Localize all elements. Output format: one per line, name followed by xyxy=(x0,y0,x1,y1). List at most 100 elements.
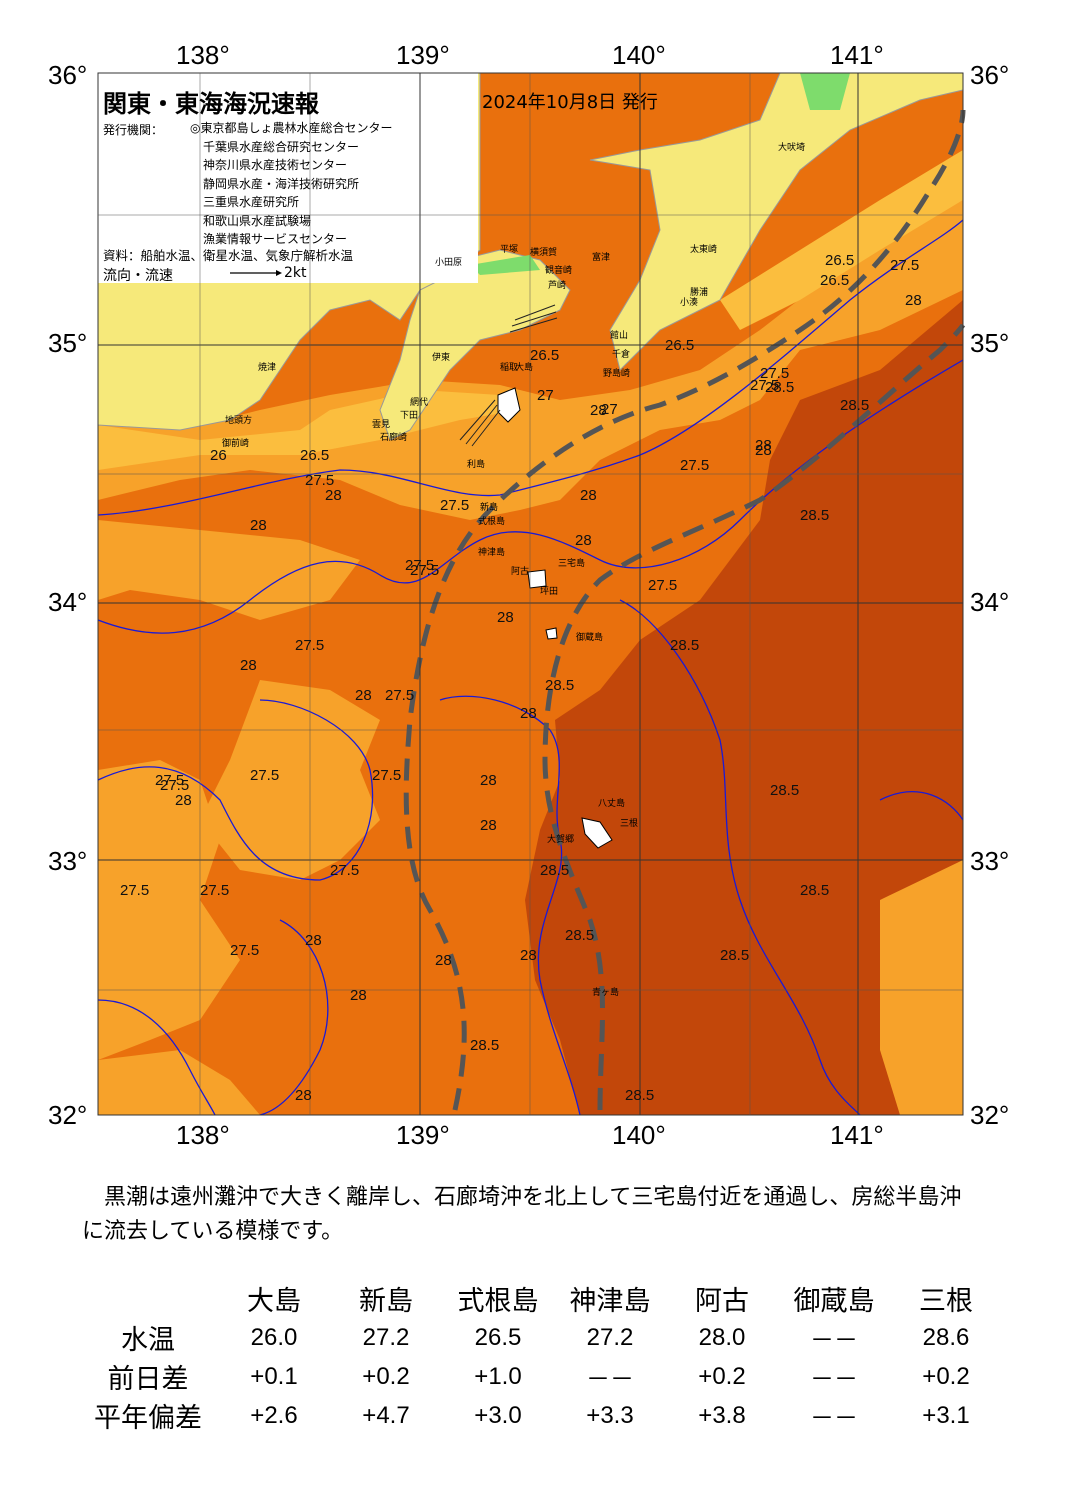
isotherm-label: 28.5 xyxy=(670,637,699,654)
table-cell: +1.0 xyxy=(474,1362,522,1390)
lat-label-right-35: 35° xyxy=(970,328,1010,358)
isotherm-label: 28 xyxy=(520,705,537,722)
place-label: 八丈島 xyxy=(598,797,625,809)
isotherm-label: 27.5 xyxy=(372,767,401,784)
sea-27_5-patch-5 xyxy=(880,860,963,1115)
place-label: 焼津 xyxy=(258,362,276,373)
land-oshima xyxy=(497,387,521,423)
table-row: 平年偏差 +2.6 +4.7 +3.0 +3.3 +3.8 －－ +3.1 xyxy=(78,1396,1002,1435)
place-label: 平塚 xyxy=(500,244,518,255)
table-cell: 26.5 xyxy=(474,1323,522,1351)
summary-text: 黒潮は遠州灘沖で大きく離岸し、石廊埼沖を北上して三宅島付近を通過し、房総半島沖に… xyxy=(82,1185,962,1244)
isotherm-label: 28 xyxy=(755,442,772,459)
land-green-chiba xyxy=(800,73,850,110)
table-cell: +0.2 xyxy=(698,1362,746,1390)
issuer-item: 神奈川県水産技術センター xyxy=(203,158,348,172)
table-cell: +0.2 xyxy=(362,1362,410,1390)
table-cell: +4.7 xyxy=(362,1401,410,1429)
flow-legend-label: 流向・流速 xyxy=(103,268,173,284)
sea-28_5-zone xyxy=(525,300,963,1115)
lon-label-top-138: 138° xyxy=(176,40,230,70)
isotherm-label: 28 xyxy=(295,1087,312,1104)
flow-legend-scale: 2kt xyxy=(284,265,307,281)
isotherm-label: 28 xyxy=(497,609,514,626)
isotherm-label: 27 xyxy=(537,387,554,404)
column-header: 大島 xyxy=(247,1285,301,1317)
place-label: 利島 xyxy=(467,458,485,470)
issuer-item: ◎東京都島しょ農林水産総合センター xyxy=(190,121,393,135)
table-cell: 26.0 xyxy=(250,1323,298,1351)
lon-label-bottom-141: 141° xyxy=(830,1120,884,1150)
isotherm-label: 27.5 xyxy=(760,365,789,382)
place-label: 伊東 xyxy=(432,351,450,363)
isotherm-label: 28.5 xyxy=(540,862,569,879)
lat-label-left-32: 32° xyxy=(48,1100,88,1130)
data-source: 資料：船舶水温、衛星水温、気象庁解析水温 xyxy=(103,248,354,263)
isotherm-label: 26.5 xyxy=(665,337,694,354)
table-cell: －－ xyxy=(810,1327,858,1354)
table-cell: －－ xyxy=(810,1405,858,1432)
issuer-item: 和歌山県水産試験場 xyxy=(203,213,312,228)
isotherm-label: 28 xyxy=(350,987,367,1004)
isotherm-label: 28 xyxy=(590,402,607,419)
sea-27_5-patch-4 xyxy=(98,1050,260,1115)
isotherm-label: 28.5 xyxy=(565,927,594,944)
lat-label-right-33: 33° xyxy=(970,846,1010,876)
isotherm-label: 27.5 xyxy=(305,472,334,489)
isotherm-label: 26.5 xyxy=(300,447,329,464)
isotherm-label: 27.5 xyxy=(890,257,919,274)
place-label: 勝浦 xyxy=(690,286,708,298)
column-header: 式根島 xyxy=(457,1285,539,1317)
place-label: 坪田 xyxy=(540,586,558,597)
lon-label-bottom-139: 139° xyxy=(396,1120,450,1150)
kuroshio-axis xyxy=(403,109,966,1111)
table-corner xyxy=(78,1278,218,1318)
isotherm-label: 28.5 xyxy=(625,1087,654,1104)
isotherm-label: 28 xyxy=(240,657,257,674)
place-label: 小田原 xyxy=(435,257,462,268)
table-cell: +2.6 xyxy=(250,1401,298,1429)
place-label: 三宅島 xyxy=(558,557,585,569)
isotherm-label: 28 xyxy=(580,487,597,504)
place-label: 千倉 xyxy=(612,348,630,360)
isotherm-label: 26.5 xyxy=(530,347,559,364)
isotherm-label: 27.5 xyxy=(155,772,184,789)
observation-table: 大島 新島 式根島 神津島 阿古 御蔵島 三根 水温 26.0 27.2 26.… xyxy=(78,1278,1002,1435)
lon-label-top-141: 141° xyxy=(830,40,884,70)
lat-label-left-36: 36° xyxy=(48,60,88,90)
place-label: 大島 xyxy=(515,361,533,373)
isotherm-label: 28.5 xyxy=(800,882,829,899)
table-cell: 27.2 xyxy=(586,1323,634,1351)
issuer-item: 千葉県水産総合研究センター xyxy=(203,139,360,154)
row-label: 平年偏差 xyxy=(94,1403,202,1434)
isotherm-label: 27.5 xyxy=(410,562,439,579)
place-label: 野島崎 xyxy=(603,367,630,379)
table-header-row: 大島 新島 式根島 神津島 阿古 御蔵島 三根 xyxy=(78,1278,1002,1318)
isotherm-label: 28 xyxy=(175,792,192,809)
sea-26-zone-east xyxy=(720,150,963,330)
row-label: 水温 xyxy=(121,1325,175,1356)
place-label: 三根 xyxy=(620,817,638,829)
lon-label-bottom-138: 138° xyxy=(176,1120,230,1150)
land-hachijo xyxy=(581,817,613,849)
isotherm-label: 28 xyxy=(305,932,322,949)
isotherm-label: 27.5 xyxy=(750,377,779,394)
isotherm-label: 27.5 xyxy=(648,577,677,594)
lon-label-top-139: 139° xyxy=(396,40,450,70)
issuer-list: ◎東京都島しょ農林水産総合センター 千葉県水産総合研究センター 神奈川県水産技術… xyxy=(190,119,392,249)
isotherm-label: 27 xyxy=(601,401,618,418)
column-header: 三根 xyxy=(919,1285,973,1317)
isotherm-label: 28 xyxy=(905,292,922,309)
place-label: 式根島 xyxy=(478,515,505,527)
issuer-item: 三重県水産研究所 xyxy=(203,195,300,209)
lat-label-right-32: 32° xyxy=(970,1100,1010,1130)
column-header: 新島 xyxy=(359,1285,413,1317)
isotherm-label: 28.5 xyxy=(470,1037,499,1054)
column-header: 神津島 xyxy=(569,1285,651,1317)
place-label: 大吠埼 xyxy=(778,141,805,153)
isotherm-label: 28.5 xyxy=(720,947,749,964)
lon-label-bottom-140: 140° xyxy=(612,1120,666,1150)
lat-label-left-34: 34° xyxy=(48,587,88,617)
